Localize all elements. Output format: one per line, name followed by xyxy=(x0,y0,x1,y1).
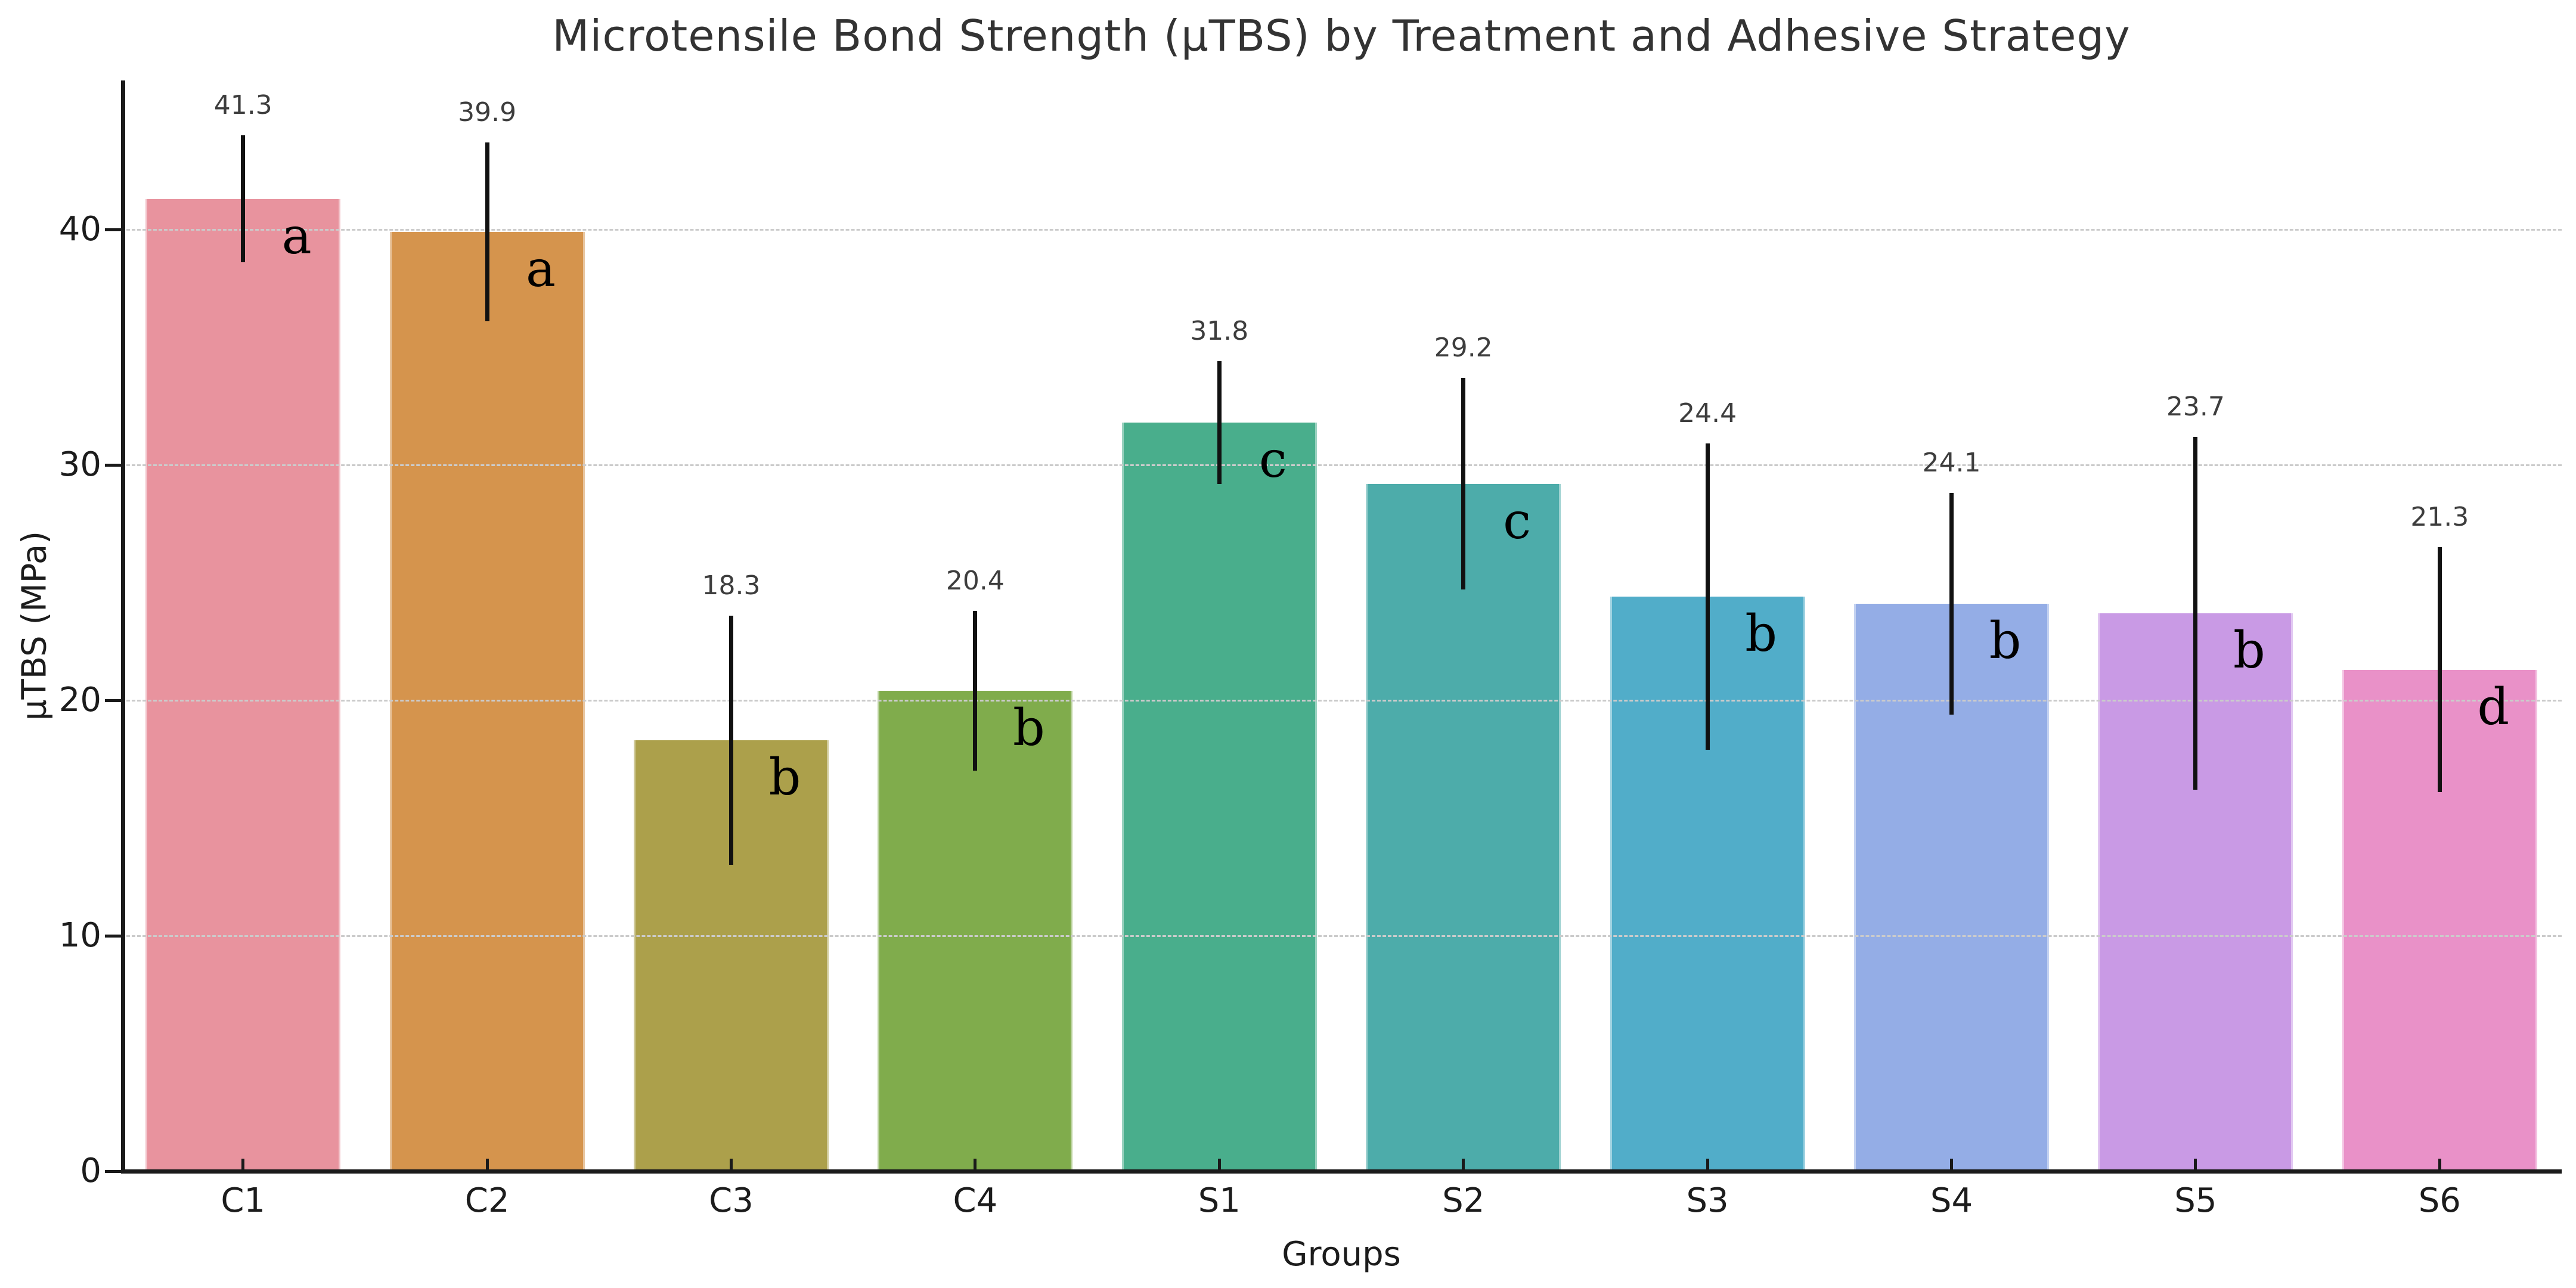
bar-value-label-S4: 24.1 xyxy=(1922,448,1981,479)
x-tick-C4 xyxy=(974,1159,977,1169)
gridline-y-40 xyxy=(121,228,2562,231)
error-bar-S4 xyxy=(1949,493,1954,715)
bar-value-label-S1: 31.8 xyxy=(1190,316,1249,347)
x-tick-label-S1: S1 xyxy=(1198,1181,1241,1220)
significance-letter-S4: b xyxy=(1989,612,2022,671)
error-bar-S1 xyxy=(1217,361,1222,484)
bar-value-label-C2: 39.9 xyxy=(458,97,517,128)
bar-value-label-C1: 41.3 xyxy=(213,90,272,120)
error-bar-S6 xyxy=(2437,547,2442,793)
x-tick-label-S6: S6 xyxy=(2418,1181,2461,1220)
error-bar-C3 xyxy=(729,615,733,865)
error-bar-C4 xyxy=(973,610,978,771)
gridline-y-20 xyxy=(121,699,2562,702)
bar-C1 xyxy=(145,198,341,1174)
y-tick-0 xyxy=(105,1169,121,1173)
bar-value-label-S5: 23.7 xyxy=(2166,391,2225,422)
x-axis-label: Groups xyxy=(1282,1235,1401,1274)
x-tick-C2 xyxy=(485,1159,489,1169)
y-tick-label-40: 40 xyxy=(58,210,101,249)
chart-title: Microtensile Bond Strength (μTBS) by Tre… xyxy=(552,11,2131,61)
significance-letter-C2: a xyxy=(526,239,556,298)
y-axis-spine xyxy=(121,80,125,1174)
error-bar-C2 xyxy=(485,142,489,322)
y-tick-label-20: 20 xyxy=(58,681,101,719)
x-tick-S4 xyxy=(1950,1159,1953,1169)
x-tick-label-S4: S4 xyxy=(1930,1181,1973,1220)
x-tick-C1 xyxy=(241,1159,245,1169)
y-tick-40 xyxy=(105,228,121,231)
y-tick-20 xyxy=(105,699,121,702)
y-tick-label-10: 10 xyxy=(58,916,101,955)
gridline-y-10 xyxy=(121,935,2562,937)
bar-value-label-S6: 21.3 xyxy=(2410,502,2469,533)
y-tick-label-30: 30 xyxy=(58,445,101,484)
significance-letter-S5: b xyxy=(2233,620,2265,679)
x-axis-spine xyxy=(121,1169,2562,1174)
bar-S1 xyxy=(1121,422,1317,1174)
x-tick-S1 xyxy=(1217,1159,1221,1169)
bar-C2 xyxy=(389,231,585,1174)
y-tick-10 xyxy=(105,934,121,938)
x-tick-S5 xyxy=(2194,1159,2197,1169)
gridline-y-30 xyxy=(121,464,2562,466)
x-tick-label-C1: C1 xyxy=(221,1181,266,1220)
significance-letter-S1: c xyxy=(1258,430,1287,489)
bar-S2 xyxy=(1366,483,1561,1174)
error-bar-C1 xyxy=(241,135,246,263)
significance-letter-S2: c xyxy=(1503,491,1532,550)
x-tick-S3 xyxy=(1706,1159,1709,1169)
x-tick-label-C2: C2 xyxy=(464,1181,510,1220)
x-tick-C3 xyxy=(730,1159,733,1169)
x-tick-label-S2: S2 xyxy=(1442,1181,1485,1220)
bar-C4 xyxy=(878,691,1073,1174)
x-tick-S6 xyxy=(2438,1159,2441,1169)
x-tick-label-C3: C3 xyxy=(709,1181,754,1220)
error-bar-S2 xyxy=(1461,377,1466,590)
x-tick-S2 xyxy=(1462,1159,1465,1169)
significance-letter-S3: b xyxy=(1745,604,1777,663)
y-tick-30 xyxy=(105,463,121,467)
significance-letter-S6: d xyxy=(2477,677,2510,736)
x-tick-label-C4: C4 xyxy=(953,1181,998,1220)
x-tick-label-S5: S5 xyxy=(2174,1181,2217,1220)
error-bar-S3 xyxy=(1705,443,1710,750)
significance-letter-C3: b xyxy=(768,748,801,807)
bar-value-label-S3: 24.4 xyxy=(1678,398,1737,429)
bar-value-label-S2: 29.2 xyxy=(1434,332,1493,363)
bar-value-label-C3: 18.3 xyxy=(702,570,761,601)
significance-letter-C1: a xyxy=(281,206,312,265)
x-tick-label-S3: S3 xyxy=(1686,1181,1729,1220)
error-bar-S5 xyxy=(2193,436,2198,790)
y-tick-label-0: 0 xyxy=(80,1152,101,1190)
significance-letter-C4: b xyxy=(1013,699,1045,758)
bar-value-label-C4: 20.4 xyxy=(946,565,1005,596)
